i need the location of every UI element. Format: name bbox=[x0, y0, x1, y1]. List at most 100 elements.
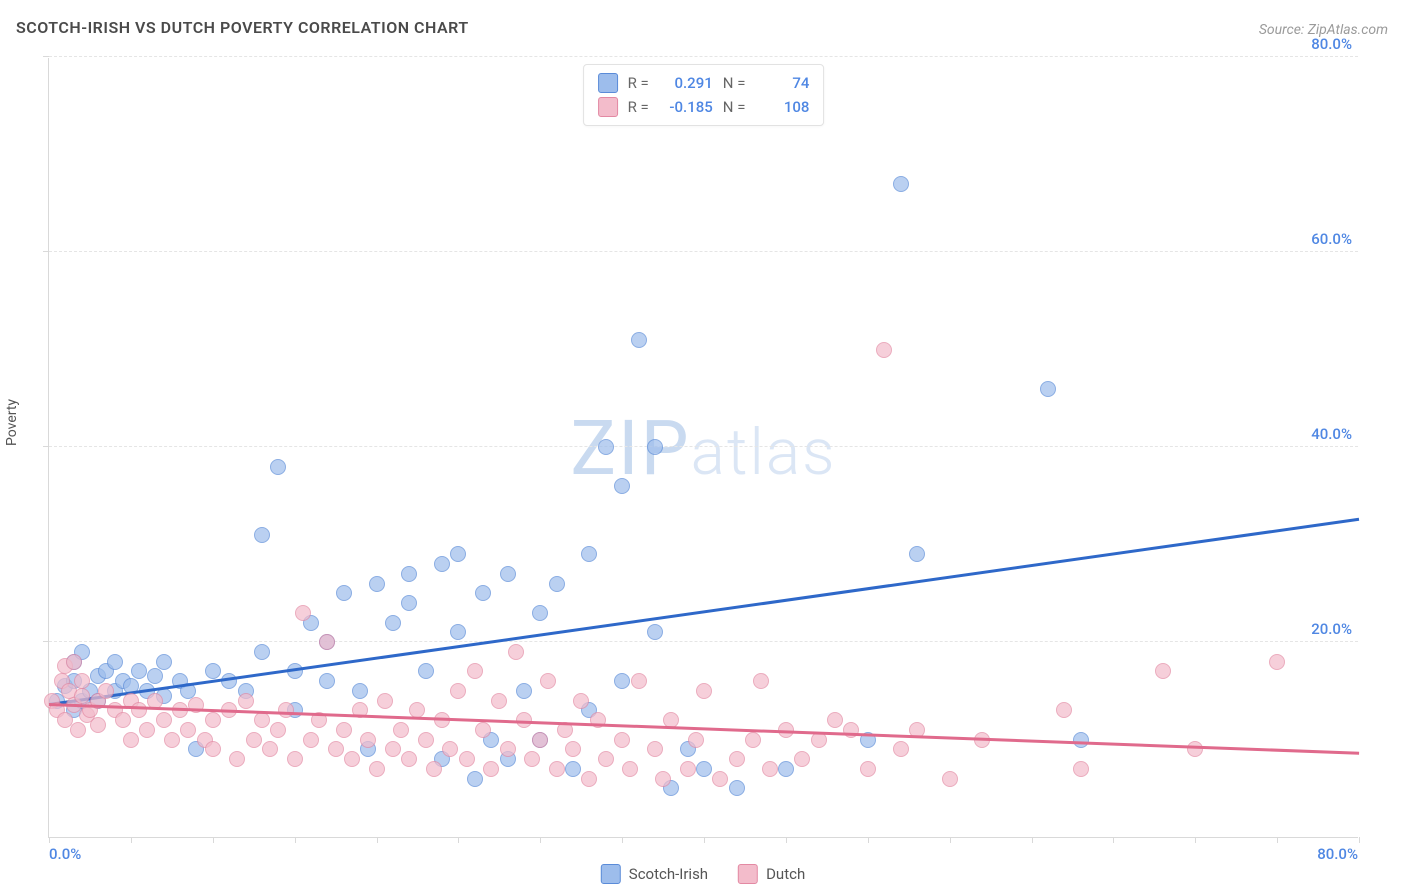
n-label: N = bbox=[723, 95, 746, 119]
data-point-scotch-irish bbox=[1040, 381, 1056, 397]
data-point-dutch bbox=[278, 702, 294, 718]
data-point-scotch-irish bbox=[107, 654, 123, 670]
data-point-scotch-irish bbox=[254, 644, 270, 660]
data-point-dutch bbox=[164, 732, 180, 748]
data-point-scotch-irish bbox=[270, 459, 286, 475]
data-point-dutch bbox=[647, 741, 663, 757]
y-tick-label: 20.0% bbox=[1311, 620, 1352, 638]
data-point-dutch bbox=[614, 732, 630, 748]
data-point-scotch-irish bbox=[909, 546, 925, 562]
x-tick-mark bbox=[704, 837, 705, 843]
x-axis-max-label: 80.0% bbox=[1317, 845, 1358, 863]
data-point-scotch-irish bbox=[1073, 732, 1089, 748]
data-point-scotch-irish bbox=[598, 439, 614, 455]
data-point-dutch bbox=[712, 771, 728, 787]
data-point-dutch bbox=[238, 693, 254, 709]
data-point-dutch bbox=[745, 732, 761, 748]
legend-swatch-dutch bbox=[598, 97, 618, 117]
watermark-atlas: atlas bbox=[691, 415, 837, 490]
data-point-dutch bbox=[500, 741, 516, 757]
data-point-dutch bbox=[762, 761, 778, 777]
data-point-dutch bbox=[70, 722, 86, 738]
data-point-dutch bbox=[385, 741, 401, 757]
data-point-scotch-irish bbox=[532, 605, 548, 621]
data-point-dutch bbox=[573, 693, 589, 709]
data-point-dutch bbox=[328, 741, 344, 757]
chart-title: SCOTCH-IRISH VS DUTCH POVERTY CORRELATIO… bbox=[16, 18, 469, 37]
trend-line-dutch bbox=[49, 703, 1359, 754]
data-point-dutch bbox=[622, 761, 638, 777]
x-tick-mark bbox=[295, 837, 296, 843]
data-point-dutch bbox=[680, 761, 696, 777]
data-point-dutch bbox=[540, 673, 556, 689]
data-point-scotch-irish bbox=[614, 673, 630, 689]
data-point-dutch bbox=[467, 663, 483, 679]
x-tick-mark bbox=[540, 837, 541, 843]
r-label: R = bbox=[628, 71, 649, 95]
y-tick-label: 40.0% bbox=[1311, 425, 1352, 443]
data-point-dutch bbox=[401, 751, 417, 767]
data-point-dutch bbox=[426, 761, 442, 777]
data-point-dutch bbox=[270, 722, 286, 738]
data-point-scotch-irish bbox=[385, 615, 401, 631]
legend-label-dutch: Dutch bbox=[766, 865, 805, 883]
data-point-dutch bbox=[729, 751, 745, 767]
x-tick-mark bbox=[622, 837, 623, 843]
data-point-dutch bbox=[303, 732, 319, 748]
data-point-dutch bbox=[123, 732, 139, 748]
data-point-scotch-irish bbox=[549, 576, 565, 592]
data-point-dutch bbox=[229, 751, 245, 767]
data-point-dutch bbox=[66, 654, 82, 670]
chart-container: SCOTCH-IRISH VS DUTCH POVERTY CORRELATIO… bbox=[0, 0, 1406, 892]
y-tick-mark bbox=[43, 446, 49, 447]
series-legend: Scotch-Irish Dutch bbox=[601, 864, 805, 884]
data-point-scotch-irish bbox=[352, 683, 368, 699]
legend-item-scotch-irish: Scotch-Irish bbox=[601, 864, 708, 884]
data-point-dutch bbox=[549, 761, 565, 777]
data-point-dutch bbox=[450, 683, 466, 699]
data-point-dutch bbox=[483, 761, 499, 777]
x-tick-mark bbox=[49, 837, 50, 843]
data-point-dutch bbox=[205, 712, 221, 728]
gridline bbox=[49, 641, 1358, 642]
data-point-scotch-irish bbox=[434, 556, 450, 572]
data-point-scotch-irish bbox=[467, 771, 483, 787]
legend-row-dutch: R = -0.185 N = 108 bbox=[598, 95, 810, 119]
y-axis-label: Poverty bbox=[4, 399, 20, 446]
data-point-dutch bbox=[418, 732, 434, 748]
data-point-dutch bbox=[180, 722, 196, 738]
data-point-dutch bbox=[393, 722, 409, 738]
data-point-dutch bbox=[598, 751, 614, 767]
x-tick-mark bbox=[1113, 837, 1114, 843]
data-point-dutch bbox=[696, 683, 712, 699]
data-point-dutch bbox=[893, 741, 909, 757]
data-point-dutch bbox=[1073, 761, 1089, 777]
data-point-dutch bbox=[459, 751, 475, 767]
data-point-dutch bbox=[246, 732, 262, 748]
data-point-scotch-irish bbox=[369, 576, 385, 592]
data-point-dutch bbox=[377, 693, 393, 709]
data-point-scotch-irish bbox=[475, 585, 491, 601]
x-tick-mark bbox=[1195, 837, 1196, 843]
data-point-dutch bbox=[655, 771, 671, 787]
r-value-dutch: -0.185 bbox=[659, 95, 713, 119]
legend-swatch-dutch bbox=[738, 864, 758, 884]
data-point-dutch bbox=[287, 751, 303, 767]
data-point-dutch bbox=[1269, 654, 1285, 670]
x-tick-mark bbox=[786, 837, 787, 843]
data-point-dutch bbox=[336, 722, 352, 738]
y-tick-mark bbox=[43, 56, 49, 57]
x-tick-mark bbox=[1032, 837, 1033, 843]
x-tick-mark bbox=[1277, 837, 1278, 843]
y-tick-mark bbox=[43, 641, 49, 642]
data-point-dutch bbox=[131, 702, 147, 718]
data-point-scotch-irish bbox=[221, 673, 237, 689]
x-axis-min-label: 0.0% bbox=[49, 845, 81, 863]
data-point-dutch bbox=[565, 741, 581, 757]
data-point-scotch-irish bbox=[418, 663, 434, 679]
data-point-scotch-irish bbox=[401, 595, 417, 611]
legend-swatch-scotch-irish bbox=[598, 73, 618, 93]
data-point-scotch-irish bbox=[614, 478, 630, 494]
data-point-dutch bbox=[688, 732, 704, 748]
data-point-dutch bbox=[360, 732, 376, 748]
